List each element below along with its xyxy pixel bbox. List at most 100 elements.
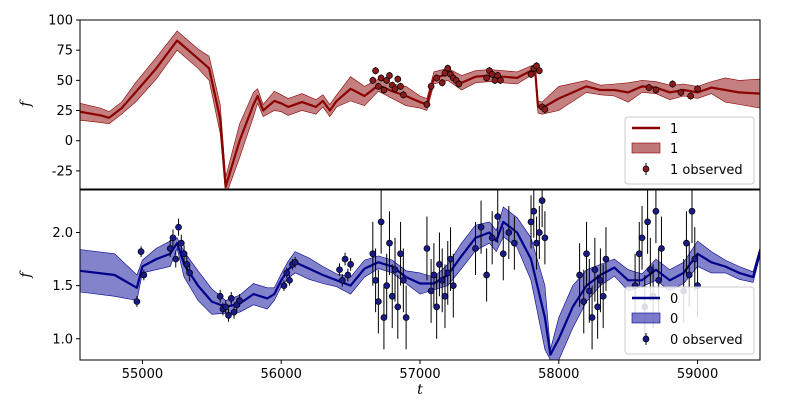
- top-observed-point: [645, 83, 653, 92]
- bottom-observed-point: [175, 218, 182, 236]
- top-marker: [397, 83, 404, 90]
- bottom-observed-point: [180, 245, 188, 263]
- bottom-legend-point-swatch: [642, 335, 650, 343]
- bottom-marker: [635, 250, 643, 258]
- bottom-observed-point: [133, 296, 141, 307]
- bottom-marker: [383, 282, 391, 289]
- bottom-marker: [341, 255, 349, 263]
- top-y-tick-label: 0: [65, 134, 73, 149]
- bottom-marker: [447, 255, 454, 263]
- top-legend-box: [624, 116, 755, 185]
- bottom-observed-point: [530, 190, 538, 238]
- top-marker: [527, 70, 535, 78]
- bottom-marker: [230, 308, 238, 316]
- top-marker: [394, 75, 402, 83]
- x-axis-label: t: [417, 382, 423, 398]
- bottom-marker: [647, 266, 654, 274]
- x-tick-label: 56000: [261, 367, 302, 382]
- bottom-observed-point: [172, 250, 180, 268]
- bottom-observed-point: [541, 211, 549, 265]
- bottom-observed-point: [585, 259, 593, 323]
- top-y-ticks: -25 0 25 50 75 100: [48, 14, 80, 179]
- top-observed-point: [386, 71, 393, 80]
- top-observed-point: [527, 70, 535, 78]
- bottom-legend-line-label: 0: [670, 292, 678, 307]
- bottom-marker: [580, 298, 588, 305]
- bottom-marker: [225, 312, 232, 319]
- bottom-marker: [336, 266, 343, 274]
- bottom-observed-point: [599, 264, 607, 329]
- top-observed-point: [369, 76, 377, 84]
- top-y-tick-label: 100: [48, 14, 73, 29]
- bottom-marker: [535, 229, 543, 236]
- bottom-observed-point: [166, 239, 174, 257]
- bottom-observed-point: [344, 268, 352, 282]
- bottom-marker: [644, 218, 651, 226]
- bottom-legend-box: [624, 286, 755, 355]
- bottom-marker: [186, 269, 193, 277]
- bottom-marker: [499, 250, 507, 258]
- bottom-observed-point: [597, 248, 604, 313]
- bottom-marker: [441, 292, 449, 300]
- bottom-y-axis-label: f: [18, 270, 34, 279]
- bottom-marker: [427, 287, 435, 295]
- top-observed-point: [427, 82, 435, 91]
- top-marker: [391, 85, 399, 93]
- bottom-y-tick-label: 2.0: [52, 226, 73, 241]
- top-marker: [377, 74, 385, 82]
- top-marker: [669, 80, 676, 88]
- bottom-marker: [472, 245, 479, 252]
- bottom-marker: [449, 282, 457, 289]
- top-marker: [694, 85, 701, 93]
- bottom-marker: [280, 282, 288, 289]
- bottom-marker: [483, 271, 490, 279]
- bottom-observed-point: [216, 289, 224, 303]
- bottom-observed-point: [499, 227, 507, 281]
- top-marker: [535, 67, 543, 75]
- bottom-observed-point: [338, 273, 346, 287]
- bottom-marker: [222, 303, 230, 311]
- top-observed-point: [444, 64, 452, 72]
- bottom-observed-point: [430, 243, 438, 307]
- bottom-observed-point: [658, 216, 665, 281]
- bottom-marker: [166, 245, 174, 252]
- bottom-observed-point: [225, 309, 232, 322]
- top-observed-point: [483, 74, 490, 82]
- top-observed-point: [455, 80, 463, 88]
- bottom-observed-point: [488, 211, 496, 265]
- top-marker: [541, 105, 549, 113]
- top-observed-point: [491, 76, 499, 84]
- top-marker: [399, 91, 407, 99]
- top-y-tick-label: 75: [56, 44, 73, 59]
- bottom-marker: [444, 269, 452, 277]
- bottom-marker: [591, 266, 599, 274]
- bottom-observed-point: [137, 246, 145, 257]
- top-observed-point: [438, 79, 446, 87]
- bottom-observed-point: [391, 237, 399, 302]
- bottom-observed-point: [230, 305, 238, 319]
- bottom-marker: [599, 292, 607, 300]
- top-marker: [687, 92, 694, 100]
- bottom-observed-point: [236, 294, 243, 307]
- top-marker: [375, 83, 382, 90]
- bottom-observed-point: [283, 267, 291, 279]
- top-legend-points-label: 1 observed: [670, 163, 743, 178]
- top-uncertainty-band: [80, 30, 760, 189]
- bottom-marker: [597, 276, 604, 284]
- bottom-marker: [175, 223, 182, 231]
- bottom-legend-band-label: 0: [670, 312, 678, 327]
- bottom-observed-point: [383, 253, 391, 318]
- bottom-marker: [386, 239, 393, 247]
- bottom-legend-points-label: 0 observed: [670, 333, 743, 348]
- bottom-marker: [369, 250, 377, 258]
- top-legend-band-swatch: [631, 142, 661, 154]
- bottom-marker: [394, 303, 402, 311]
- top-band-area: [80, 30, 760, 189]
- bottom-marker: [658, 245, 665, 252]
- bottom-marker: [283, 269, 291, 277]
- bottom-marker: [583, 250, 590, 258]
- bottom-observed-point: [286, 275, 293, 286]
- bottom-marker: [685, 271, 693, 279]
- bottom-observed-point: [477, 200, 485, 254]
- bottom-observed-point: [169, 229, 177, 247]
